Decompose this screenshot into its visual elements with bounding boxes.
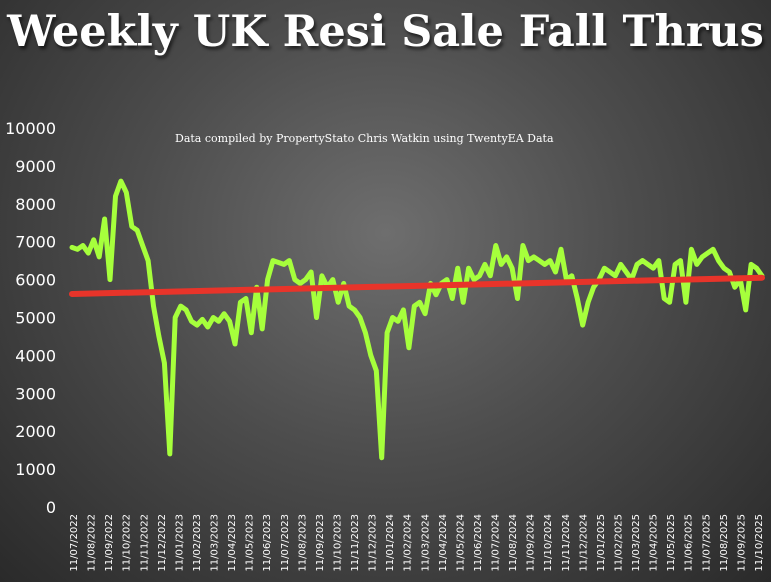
x-tick-label: 11/03/2024 (420, 514, 431, 572)
trend-line (69, 274, 765, 298)
x-tick-label: 11/11/2024 (561, 514, 572, 572)
x-tick-label: 11/08/2024 (508, 514, 519, 572)
y-tick-label: 3000 (15, 384, 56, 403)
y-tick-label: 4000 (15, 346, 56, 365)
x-tick-label: 11/07/2024 (491, 514, 502, 572)
x-tick-label: 11/06/2024 (473, 514, 484, 572)
x-tick-label: 11/03/2023 (210, 514, 221, 572)
x-tick-label: 11/12/2022 (157, 514, 168, 572)
y-tick-label: 9000 (15, 157, 56, 176)
x-tick-label: 11/05/2025 (666, 514, 677, 572)
x-tick-label: 11/02/2023 (192, 514, 203, 572)
x-tick-label: 11/10/2024 (543, 514, 554, 572)
y-tick-label: 0 (46, 498, 56, 517)
x-tick-label: 11/09/2025 (736, 514, 747, 572)
x-tick-label: 11/08/2022 (87, 514, 98, 572)
x-tick-label: 11/10/2025 (754, 514, 765, 572)
x-tick-label: 11/09/2024 (526, 514, 537, 572)
x-tick-label: 11/01/2025 (596, 514, 607, 572)
x-tick-label: 11/05/2024 (455, 514, 466, 572)
x-tick-label: 11/01/2024 (385, 514, 396, 572)
x-tick-label: 11/04/2023 (227, 514, 238, 572)
x-tick-label: 11/10/2023 (332, 514, 343, 572)
x-tick-label: 11/08/2023 (297, 514, 308, 572)
y-tick-label: 7000 (15, 233, 56, 252)
x-tick-label: 11/06/2023 (262, 514, 273, 572)
x-tick-label: 11/06/2025 (684, 514, 695, 572)
x-tick-label: 11/03/2025 (631, 514, 642, 572)
x-tick-label: 11/02/2025 (613, 514, 624, 572)
x-tick-label: 11/11/2022 (139, 514, 150, 572)
series-line (69, 178, 765, 461)
chart-title: Weekly UK Resi Sale Fall Thrus (7, 7, 764, 57)
x-tick-label: 11/07/2023 (280, 514, 291, 572)
chart-annotation: Data compiled by PropertyStato Chris Wat… (175, 132, 554, 145)
x-tick-label: 11/05/2023 (245, 514, 256, 572)
x-tick-label: 11/04/2025 (649, 514, 660, 572)
x-tick-label: 11/08/2025 (719, 514, 730, 572)
y-tick-label: 1000 (15, 460, 56, 479)
x-tick-label: 11/04/2024 (438, 514, 449, 572)
y-tick-label: 10000 (5, 119, 56, 138)
x-tick-label: 11/02/2024 (403, 514, 414, 572)
y-tick-label: 8000 (15, 195, 56, 214)
x-tick-label: 11/09/2022 (104, 514, 115, 572)
x-tick-label: 11/12/2023 (368, 514, 379, 572)
x-tick-label: 11/12/2024 (578, 514, 589, 572)
y-tick-label: 2000 (15, 422, 56, 441)
x-tick-label: 11/07/2022 (69, 514, 80, 572)
x-tick-label: 11/07/2025 (701, 514, 712, 572)
y-tick-label: 6000 (15, 271, 56, 290)
x-tick-label: 11/01/2023 (174, 514, 185, 572)
x-tick-label: 11/10/2022 (122, 514, 133, 572)
y-tick-label: 5000 (15, 309, 56, 328)
x-tick-label: 11/11/2023 (350, 514, 361, 572)
x-tick-label: 11/09/2023 (315, 514, 326, 572)
